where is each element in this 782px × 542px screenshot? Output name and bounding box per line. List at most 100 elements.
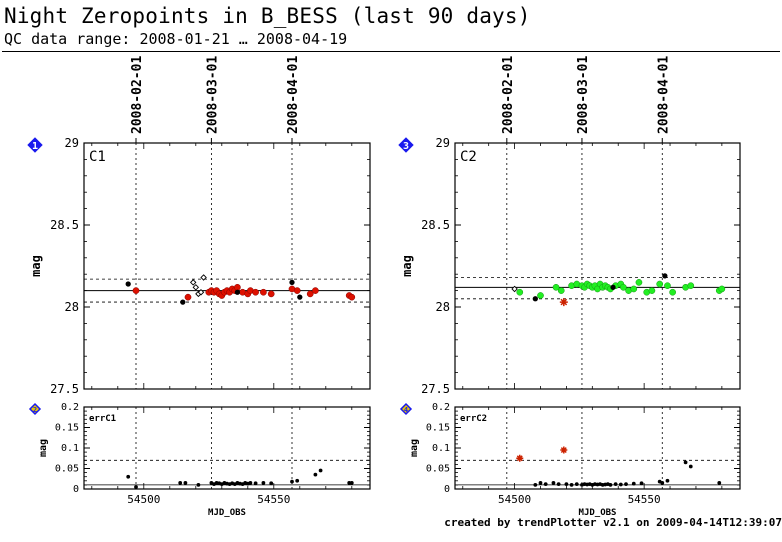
date-tick-label: 2008-03-01 [576,56,591,134]
data-point-red [234,283,241,291]
data-point-green [648,287,656,294]
chart-panel-c2: 27.5 28 28.5 29 mag 3 C2 2008-02-01 2008-03-01 20… [398,56,741,396]
x-axis-label: MJD_OBS [208,508,246,518]
x-tick-label: 54550 [257,493,290,506]
data-point-open [200,274,207,281]
data-point-black [688,464,693,469]
panel-badge-icon [28,402,42,416]
data-point-red [306,290,314,298]
data-point-open [511,285,518,293]
data-point-black [295,478,300,483]
data-point-green [718,285,726,293]
y-tick-label: 0.15 [55,423,79,434]
data-point-black [569,483,574,487]
data-point-open [192,284,200,291]
data-point-black [551,480,556,485]
data-point-green [630,285,638,293]
data-point-black [574,482,579,486]
data-point-black [253,481,258,486]
y-tick-label: 0.15 [426,423,450,434]
data-point-black [248,480,253,485]
footer-credit: created by trendPlotter v2.1 on 2009-04-… [444,516,782,529]
data-point-green [537,292,544,299]
panel-badge-number: 1 [32,141,38,152]
data-point-black [564,482,569,486]
data-point-black [318,468,323,473]
plot-frame [83,142,371,390]
panel-label: C2 [460,149,477,165]
data-point-black [196,483,201,487]
data-point-black [532,296,538,302]
data-point-black [289,279,295,286]
data-point-black [665,478,670,483]
panel-badge-number: 2 [33,406,37,414]
data-point-black [608,483,613,487]
data-point-black [234,289,241,295]
chart-panel-errc2: 0 0.05 0.1 0.15 0.2 mag 4 errC2 54500 54550 MJD_OB… [399,402,741,518]
plot-frame [454,406,741,490]
y-tick-label: 0.2 [432,402,450,413]
data-point-green [516,288,524,296]
x-tick-label: 54500 [127,493,160,506]
panel-badge-number: 3 [403,141,409,152]
data-point-green [669,288,676,296]
data-point-green [664,282,671,290]
plot-frame [454,142,741,390]
y-axis-label: mag [409,439,420,457]
data-point-open [197,289,205,296]
data-point-black [261,480,266,485]
panel-badge-icon [27,137,43,153]
date-tick-label: 2008-02-01 [501,56,516,134]
data-point-red [132,287,140,294]
chart-panel-errc1: 0 0.05 0.1 0.15 0.2 mag 2 errC1 54500 54550 MJD_OB… [28,402,371,518]
date-tick-label: 2008-04-01 [286,56,301,134]
data-point-black [178,480,183,485]
panel-badge-icon [399,402,413,416]
y-tick-label: 27.5 [421,382,450,396]
date-tick-label: 2008-03-01 [205,56,220,134]
data-point-black [683,460,688,465]
x-tick-label: 54550 [628,493,661,506]
outlier-star [560,446,568,454]
chart-panel-c1: 27.5 28 28.5 29 mag 1 C1 2008-02-01 2008-03-01 20… [27,56,371,396]
data-point-green [656,280,664,288]
data-point-red [312,287,319,294]
panel-badge-number: 4 [404,406,408,414]
y-tick-label: 29 [65,136,79,150]
y-tick-label: 28.5 [421,218,450,232]
data-point-black [290,479,294,484]
y-tick-label: 0 [444,484,450,495]
data-point-black [313,472,318,477]
data-point-black [543,482,548,486]
data-point-black [347,480,352,485]
y-tick-label: 0 [73,484,79,495]
data-point-red [293,287,301,294]
date-tick-label: 2008-04-01 [656,56,671,134]
data-point-black [631,481,636,486]
data-point-black [134,485,138,489]
data-point-black [624,482,628,486]
data-point-red [267,290,275,298]
data-point-black [125,281,131,287]
outlier-star [559,298,568,307]
y-tick-label: 28.5 [50,218,79,232]
data-point-black [183,480,188,485]
data-point-black [126,474,131,479]
data-point-red [184,293,192,301]
panel-label: errC1 [89,414,116,424]
data-point-black [180,299,186,305]
y-axis-label: mag [400,255,414,277]
data-point-black [533,483,538,487]
y-axis-label: mag [38,439,49,457]
data-point-red [260,288,267,296]
data-point-black [613,482,618,486]
data-point-black [662,273,668,279]
y-tick-label: 28 [65,300,79,314]
y-tick-label: 0.2 [61,402,79,413]
date-tick-label: 2008-02-01 [130,56,145,134]
data-point-green [552,283,560,291]
data-point-green [557,287,565,294]
page-title: Night Zeropoints in B_BESS (last 90 days… [4,4,531,28]
y-tick-label: 29 [436,136,450,150]
data-point-red [252,288,259,296]
